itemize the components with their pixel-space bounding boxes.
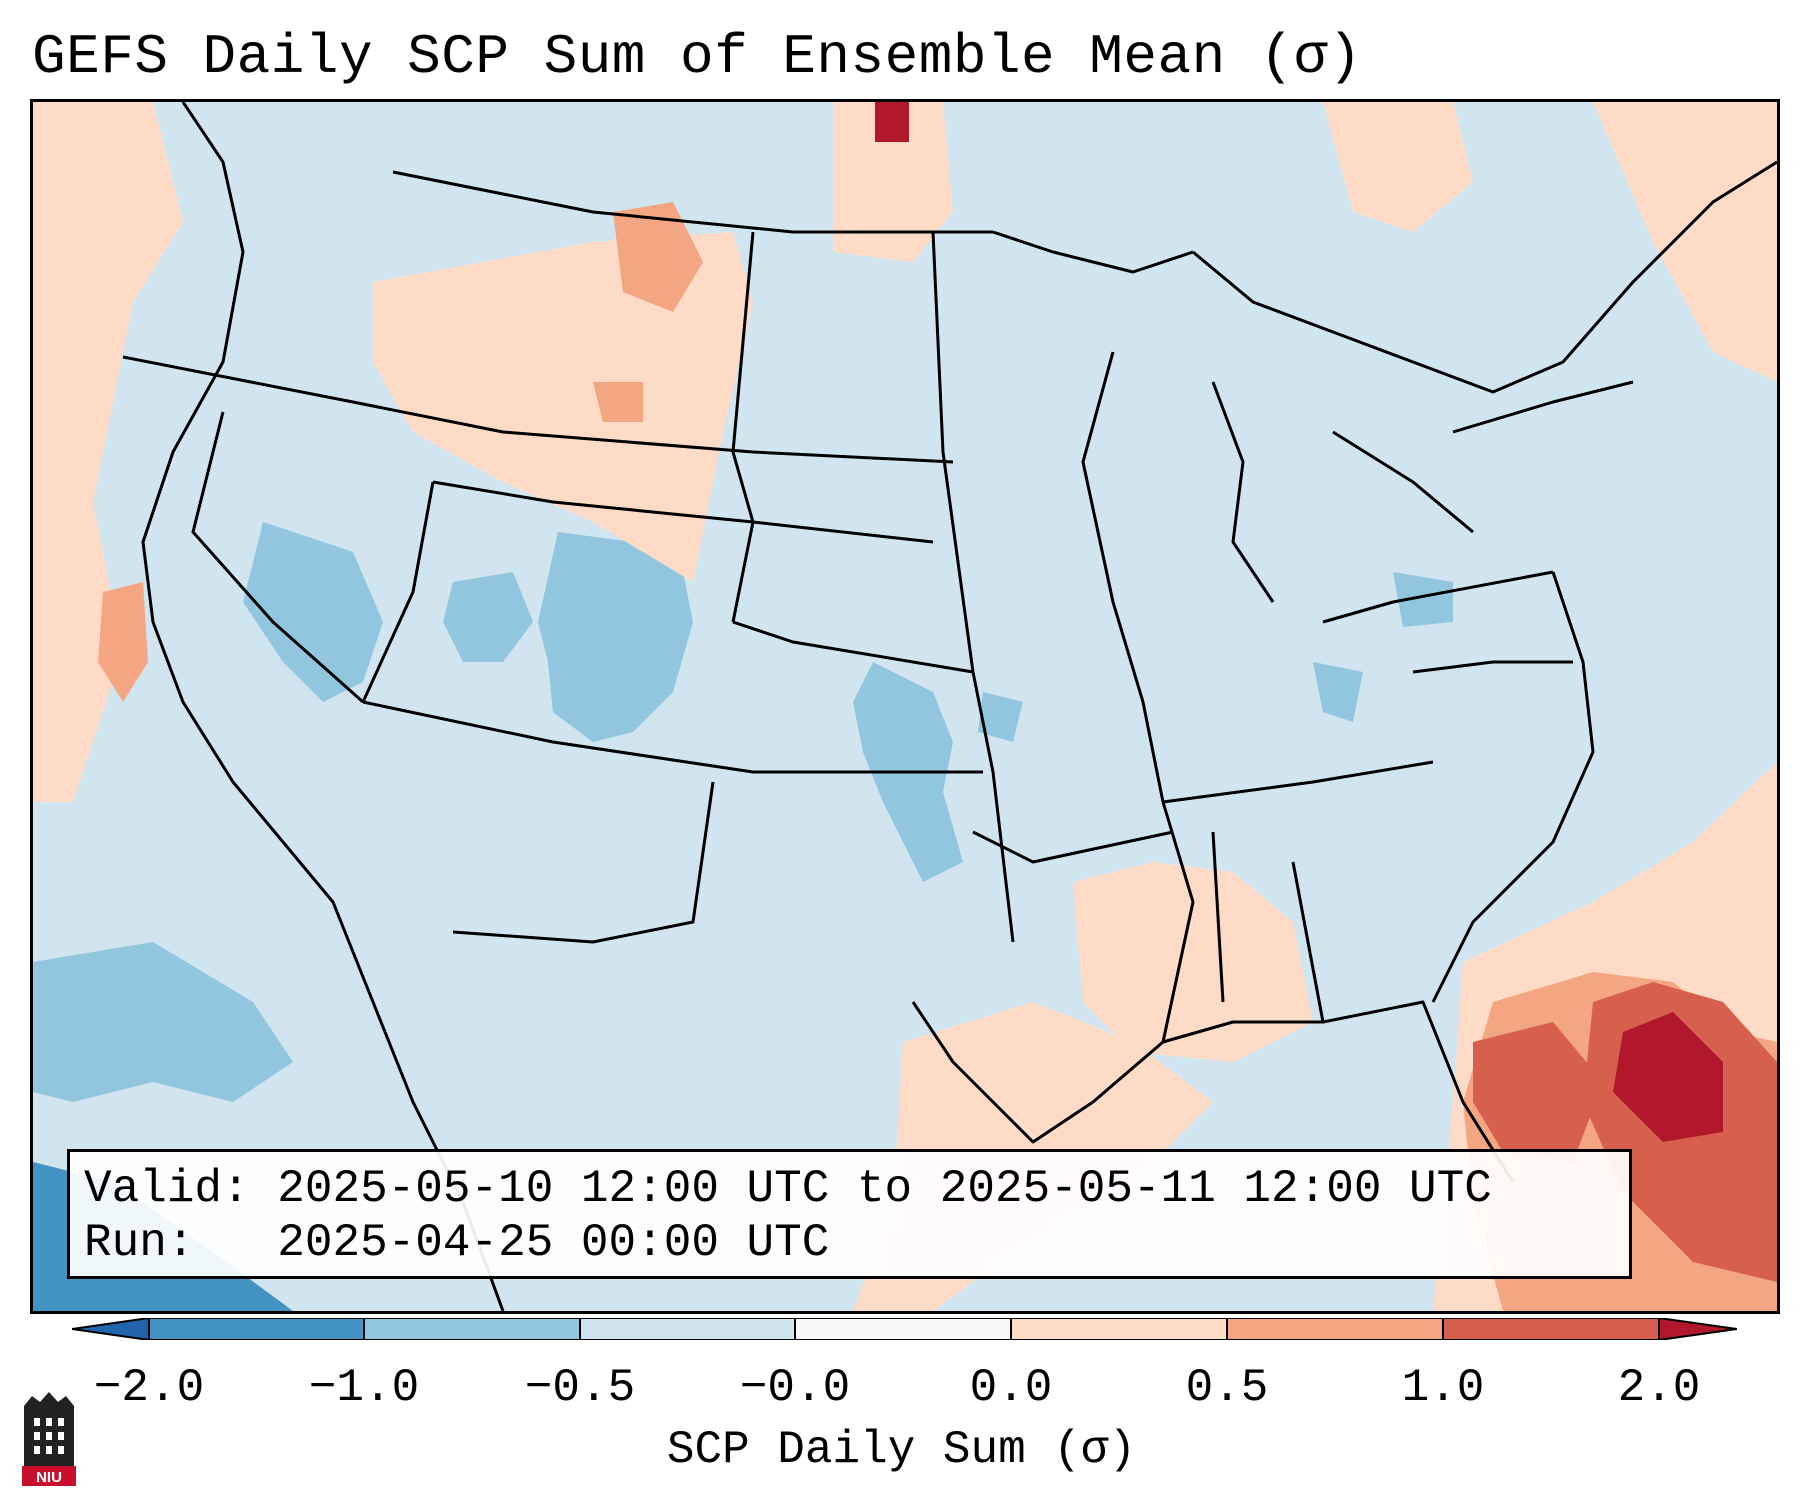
patch-california-coast xyxy=(98,582,148,702)
patch-north-dakota-max xyxy=(875,102,909,142)
border-utah-west xyxy=(361,481,435,703)
colorbar-segment xyxy=(149,1318,364,1340)
gulf-coast-east xyxy=(1162,1000,1515,1183)
border-alabama-west xyxy=(1211,831,1225,1003)
colorbar-tick-label: 0.5 xyxy=(1185,1362,1269,1414)
border-tennessee xyxy=(1162,760,1434,804)
patch-bahamas-max xyxy=(1613,1012,1723,1142)
patch-montana xyxy=(613,202,703,312)
map-panel xyxy=(30,99,1780,1314)
east-coast xyxy=(1431,571,1595,1003)
border-southwest xyxy=(362,700,983,774)
logo-windows xyxy=(34,1418,64,1454)
colorbar-segment xyxy=(364,1318,580,1340)
valid-value: 2025-05-10 12:00 UTC to 2025-05-11 12:00… xyxy=(277,1163,1492,1215)
patch-northern-rockies xyxy=(373,232,753,582)
logo-text: NIU xyxy=(36,1469,62,1486)
boundaries xyxy=(122,102,1777,1311)
scp-anomaly-map xyxy=(33,102,1777,1311)
logo-tower-shape xyxy=(24,1392,74,1466)
border-red-river xyxy=(972,830,1174,864)
niu-logo: NIU xyxy=(22,1392,76,1486)
colorbar-tick-label: −1.0 xyxy=(308,1362,420,1414)
us-canada-border-east xyxy=(1192,160,1777,394)
colorbar-over-arrow xyxy=(1659,1318,1737,1340)
patch-north-dakota-north xyxy=(833,102,953,262)
logo-banner xyxy=(22,1466,76,1486)
west-coast xyxy=(141,102,505,1311)
patch-pennsylvania xyxy=(1393,572,1453,627)
positive-max-patches xyxy=(875,102,1723,1142)
border-wyoming-east xyxy=(731,231,755,623)
border-virginia xyxy=(1412,660,1573,674)
patch-wyoming xyxy=(593,382,643,422)
colorbar-ticks xyxy=(148,1318,1660,1340)
colorbar-segment xyxy=(1011,1318,1227,1340)
run-value: 2025-04-25 00:00 UTC xyxy=(277,1217,830,1269)
colorbar-tick-label: 1.0 xyxy=(1401,1362,1485,1414)
colorbar-segment xyxy=(1227,1318,1443,1340)
patch-missouri xyxy=(978,692,1023,742)
patch-deep-south xyxy=(1073,862,1313,1062)
patch-utah xyxy=(443,572,533,662)
lake-huron-erie xyxy=(1332,430,1474,534)
colorbar-tick-label: −2.0 xyxy=(93,1362,205,1414)
us-canada-border-west xyxy=(392,170,993,234)
colorbar-under-arrow xyxy=(72,1318,149,1340)
lake-michigan xyxy=(1211,381,1275,603)
border-kansas xyxy=(732,620,974,674)
border-central xyxy=(432,480,934,544)
patch-florida-east xyxy=(1473,1022,1603,1162)
border-new-mexico xyxy=(452,781,715,944)
colorbar-tick-label: −0.5 xyxy=(524,1362,636,1414)
colorbar-segment xyxy=(1443,1318,1659,1340)
colorbar-tick-label: −0.0 xyxy=(739,1362,851,1414)
patch-pacific xyxy=(33,942,293,1102)
valid-run-info-box: Valid: 2025-05-10 12:00 UTC to 2025-05-1… xyxy=(67,1149,1632,1279)
colorbar-tick-label: 2.0 xyxy=(1617,1362,1701,1414)
patch-maritimes xyxy=(1593,102,1777,382)
border-nevada xyxy=(191,411,364,704)
patch-pacific-coast xyxy=(33,102,183,802)
border-mississippi xyxy=(1081,351,1165,803)
colorbar xyxy=(72,1318,1737,1340)
patch-nevada xyxy=(243,522,383,702)
colorbar-label: SCP Daily Sum (σ) xyxy=(666,1424,1137,1476)
chart-title: GEFS Daily SCP Sum of Ensemble Mean (σ) xyxy=(32,25,1363,89)
colorbar-segment xyxy=(795,1318,1011,1340)
lake-ontario xyxy=(1452,380,1634,434)
border-georgia-west xyxy=(1291,861,1325,1023)
run-label: Run: xyxy=(84,1217,195,1269)
border-plains-east xyxy=(931,231,1015,943)
border-lower-mississippi xyxy=(1161,801,1195,1043)
patch-quebec xyxy=(1323,102,1473,232)
valid-label: Valid: xyxy=(84,1163,250,1215)
colorbar-segment xyxy=(580,1318,795,1340)
border-ohio-river xyxy=(1322,570,1554,624)
colorbar-tick-label: 0.0 xyxy=(969,1362,1053,1414)
texas-gulf-coast xyxy=(911,1001,1164,1144)
patch-colorado xyxy=(538,532,693,742)
us-canada-border-mid xyxy=(992,230,1194,274)
border-oregon-idaho-wyoming xyxy=(122,355,954,464)
patch-virginia xyxy=(1313,662,1363,722)
